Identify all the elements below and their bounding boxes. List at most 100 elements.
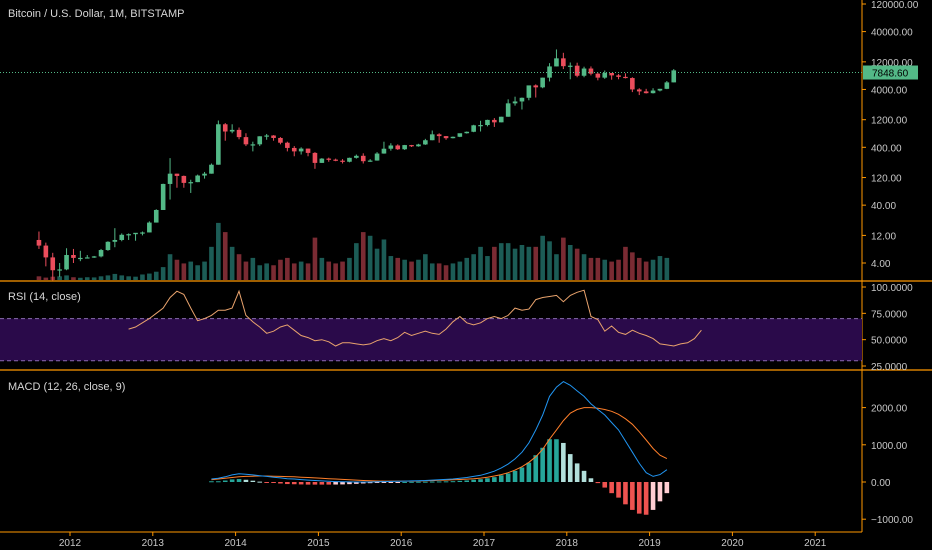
- candle[interactable]: [595, 72, 601, 81]
- macd-histogram-bar[interactable]: [436, 481, 442, 483]
- candle[interactable]: [91, 255, 97, 258]
- volume-bar[interactable]: [209, 246, 214, 280]
- volume-bar[interactable]: [78, 277, 83, 280]
- macd-histogram-bar[interactable]: [650, 482, 656, 510]
- volume-bar[interactable]: [588, 257, 594, 280]
- volume-bar[interactable]: [602, 259, 608, 280]
- volume-bar[interactable]: [609, 261, 614, 280]
- volume-bar[interactable]: [202, 261, 207, 280]
- candle[interactable]: [561, 52, 566, 70]
- volume-bar[interactable]: [623, 246, 628, 280]
- volume-bar[interactable]: [505, 243, 511, 280]
- macd-histogram-bar[interactable]: [485, 478, 490, 482]
- volume-bar[interactable]: [464, 257, 470, 280]
- candle[interactable]: [478, 120, 483, 132]
- macd-histogram-bar[interactable]: [423, 481, 428, 483]
- macd-histogram-bar[interactable]: [657, 482, 663, 502]
- candle[interactable]: [167, 158, 173, 200]
- macd-histogram-bar[interactable]: [429, 481, 435, 483]
- volume-bar[interactable]: [409, 261, 414, 280]
- candle[interactable]: [657, 88, 663, 92]
- candle[interactable]: [574, 62, 580, 78]
- volume-bar[interactable]: [436, 263, 442, 280]
- candle[interactable]: [195, 174, 200, 183]
- candle[interactable]: [492, 118, 497, 127]
- volume-bar[interactable]: [657, 256, 663, 280]
- candle[interactable]: [119, 233, 125, 242]
- candle[interactable]: [485, 119, 490, 127]
- volume-bar[interactable]: [264, 263, 269, 280]
- candle[interactable]: [140, 231, 145, 236]
- macd-histogram-bar[interactable]: [574, 463, 580, 482]
- macd-histogram-bar[interactable]: [402, 481, 407, 483]
- candle[interactable]: [36, 231, 42, 249]
- volume-bar[interactable]: [395, 257, 401, 280]
- macd-histogram-bar[interactable]: [664, 482, 670, 494]
- volume-bar[interactable]: [643, 261, 649, 280]
- candle[interactable]: [464, 131, 470, 134]
- macd-histogram-bar[interactable]: [630, 482, 635, 510]
- candle[interactable]: [609, 72, 614, 80]
- volume-bar[interactable]: [147, 273, 152, 280]
- volume-bar[interactable]: [423, 254, 428, 280]
- candle[interactable]: [643, 88, 649, 94]
- candle[interactable]: [112, 228, 118, 248]
- volume-bar[interactable]: [36, 276, 42, 280]
- volume-bar[interactable]: [636, 257, 642, 280]
- volume-bar[interactable]: [236, 254, 242, 280]
- candle[interactable]: [409, 144, 414, 147]
- candle[interactable]: [567, 62, 573, 80]
- volume-bar[interactable]: [319, 257, 325, 280]
- candle[interactable]: [636, 88, 642, 96]
- volume-bar[interactable]: [119, 275, 125, 280]
- candle[interactable]: [312, 152, 318, 169]
- candle[interactable]: [498, 116, 504, 123]
- candle[interactable]: [374, 152, 380, 161]
- candle[interactable]: [188, 179, 194, 193]
- volume-bar[interactable]: [374, 248, 380, 280]
- candle[interactable]: [326, 157, 332, 162]
- candle[interactable]: [616, 73, 621, 80]
- candle[interactable]: [174, 173, 180, 188]
- macd-line[interactable]: [211, 381, 668, 483]
- candle[interactable]: [160, 183, 166, 210]
- candle[interactable]: [623, 73, 628, 79]
- volume-bar[interactable]: [43, 277, 49, 280]
- macd-histogram-bar[interactable]: [381, 482, 387, 483]
- volume-bar[interactable]: [174, 259, 180, 280]
- candle[interactable]: [126, 233, 131, 240]
- candle[interactable]: [436, 133, 442, 143]
- candle[interactable]: [423, 138, 428, 145]
- volume-bar[interactable]: [243, 261, 249, 280]
- candle[interactable]: [519, 97, 525, 110]
- macd-histogram-bar[interactable]: [291, 482, 297, 485]
- volume-bar[interactable]: [547, 241, 552, 280]
- candle[interactable]: [360, 153, 366, 164]
- macd-histogram-bar[interactable]: [512, 470, 518, 482]
- macd-histogram-bar[interactable]: [333, 482, 338, 485]
- volume-bar[interactable]: [105, 275, 111, 280]
- volume-bar[interactable]: [388, 256, 394, 280]
- macd-histogram-bar[interactable]: [505, 473, 511, 482]
- macd-histogram-bar[interactable]: [609, 482, 614, 494]
- candle[interactable]: [50, 252, 56, 281]
- candle[interactable]: [429, 130, 435, 141]
- macd-histogram-bar[interactable]: [236, 479, 242, 482]
- macd-histogram-bar[interactable]: [581, 470, 587, 482]
- macd-histogram-bar[interactable]: [478, 479, 483, 482]
- macd-histogram-bar[interactable]: [643, 482, 649, 515]
- volume-bar[interactable]: [561, 237, 566, 280]
- candle[interactable]: [84, 254, 90, 259]
- macd-histogram-bar[interactable]: [547, 439, 552, 482]
- candle[interactable]: [229, 124, 235, 134]
- volume-bar[interactable]: [471, 254, 476, 280]
- candle[interactable]: [340, 159, 345, 164]
- macd-histogram-bar[interactable]: [388, 482, 394, 483]
- macd-histogram-bar[interactable]: [222, 480, 228, 482]
- macd-histogram-bar[interactable]: [492, 477, 497, 482]
- candle[interactable]: [354, 154, 359, 159]
- macd-histogram-bar[interactable]: [526, 462, 532, 482]
- volume-bar[interactable]: [222, 232, 228, 280]
- macd-histogram-bar[interactable]: [354, 482, 359, 484]
